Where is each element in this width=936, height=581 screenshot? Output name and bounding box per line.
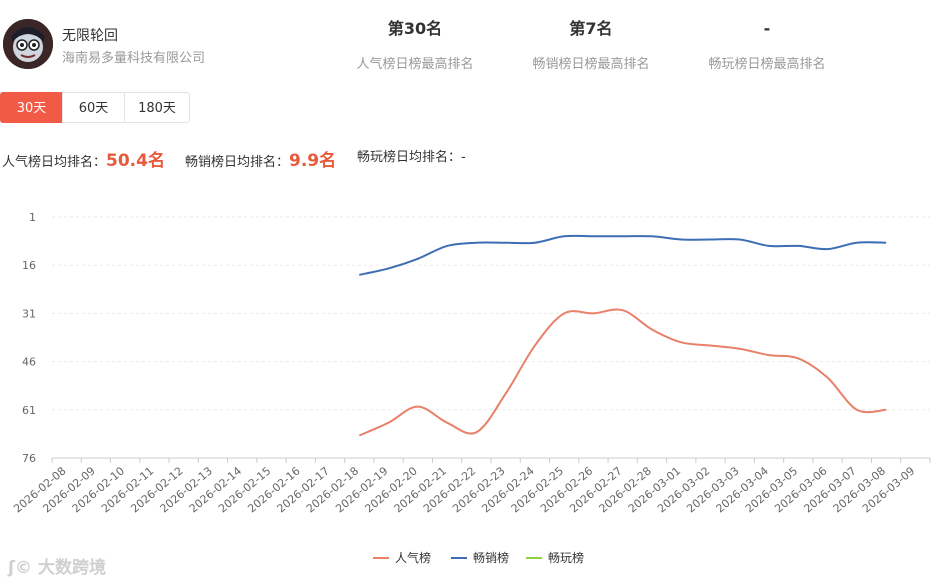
avg-popular: 人气榜日均排名：50.4名	[2, 146, 165, 171]
y-tick-label: 31	[22, 307, 36, 320]
stat-sales-label: 畅销榜日榜最高排名	[532, 57, 650, 72]
legend-popular-swatch	[373, 556, 389, 559]
stat-play: - 畅玩榜日榜最高排名	[682, 18, 852, 72]
tab-180-days[interactable]: 180天	[124, 92, 190, 123]
publisher-name: 海南易多量科技有限公司	[62, 51, 206, 66]
avg-popular-value: 50.4名	[106, 151, 165, 171]
legend-sales-label: 畅销榜	[473, 551, 510, 565]
avg-popular-label: 人气榜日均排名：	[2, 155, 107, 170]
y-tick-label: 46	[22, 356, 36, 369]
stat-popular: 第30名 人气榜日榜最高排名	[330, 18, 500, 72]
legend-popular[interactable]: 人气榜	[373, 549, 431, 566]
app-name: 无限轮回	[62, 28, 118, 44]
tab-60-days[interactable]: 60天	[62, 92, 125, 123]
avg-sales: 畅销榜日均排名：9.9名	[185, 146, 336, 171]
stat-play-value: -	[763, 19, 771, 38]
y-tick-label: 76	[22, 452, 36, 465]
legend-popular-label: 人气榜	[395, 551, 432, 565]
stat-play-label: 畅玩榜日榜最高排名	[708, 57, 826, 72]
legend-sales-swatch	[451, 556, 467, 559]
stat-sales: 第7名 畅销榜日榜最高排名	[506, 18, 676, 72]
period-tabs: 30天 60天 180天	[0, 92, 190, 123]
tab-30-days[interactable]: 30天	[0, 92, 63, 123]
watermark-logo: ʃ© 大数跨境	[8, 553, 106, 578]
avg-play: 畅玩榜日均排名：-	[357, 146, 466, 165]
stat-popular-value: 第30名	[387, 19, 443, 38]
y-tick-label: 61	[22, 404, 36, 417]
app-avatar	[3, 19, 53, 69]
series-line-1	[358, 308, 887, 437]
stat-popular-label: 人气榜日榜最高排名	[356, 57, 474, 72]
watermark-text: 大数跨境	[37, 558, 106, 578]
avg-play-label: 畅玩榜日均排名：	[357, 150, 462, 165]
legend-play-label: 畅玩榜	[548, 551, 585, 565]
y-tick-label: 1	[29, 211, 36, 224]
avg-play-value: -	[461, 150, 466, 165]
avg-sales-label: 畅销榜日均排名：	[185, 155, 290, 170]
avg-sales-value: 9.9名	[289, 151, 337, 171]
legend-play-swatch	[526, 556, 542, 559]
legend-sales[interactable]: 畅销榜	[451, 549, 509, 566]
watermark-icon: ʃ©	[8, 558, 33, 578]
legend-play[interactable]: 畅玩榜	[526, 549, 584, 566]
series-line-2	[359, 234, 887, 276]
y-tick-label: 16	[22, 259, 36, 272]
stat-sales-value: 第7名	[569, 19, 613, 38]
